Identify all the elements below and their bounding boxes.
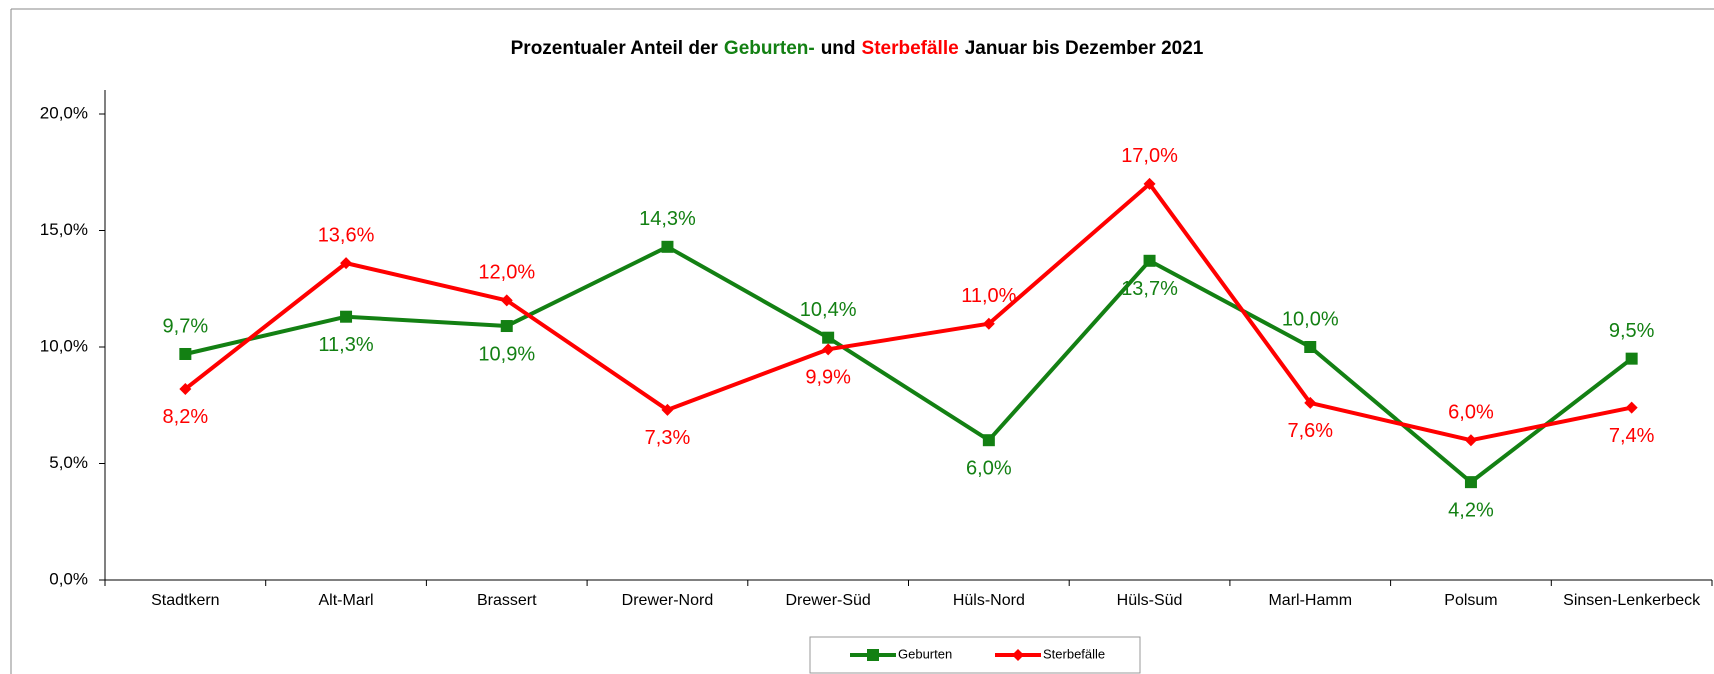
data-label: 10,4% <box>800 299 857 321</box>
data-point <box>500 320 513 333</box>
data-label: 6,0% <box>1448 401 1494 423</box>
title-part: und <box>821 38 856 59</box>
y-tick-label: 5,0% <box>49 453 88 472</box>
x-tick-label: Sinsen-Lenkerbeck <box>1563 592 1701 609</box>
data-label: 12,0% <box>478 262 535 284</box>
data-point <box>179 382 192 395</box>
data-point <box>340 257 353 270</box>
title-part: Prozentualer Anteil der <box>511 38 719 59</box>
data-label: 17,0% <box>1121 145 1178 167</box>
data-label: 7,4% <box>1609 425 1655 447</box>
data-point <box>1464 434 1477 447</box>
data-label: 4,2% <box>1448 499 1494 521</box>
data-point <box>822 343 835 356</box>
data-point <box>661 403 674 416</box>
data-label: 7,3% <box>645 427 691 449</box>
legend-marker <box>1012 649 1024 661</box>
data-point <box>982 434 995 447</box>
data-point <box>1625 352 1638 365</box>
data-point <box>1143 254 1156 267</box>
data-label: 9,9% <box>805 367 851 389</box>
data-label: 14,3% <box>639 208 696 230</box>
legend-label: Sterbefälle <box>1043 646 1105 661</box>
x-tick-label: Drewer-Nord <box>622 592 714 609</box>
title-part: Geburten- <box>724 38 815 59</box>
data-label: 10,9% <box>478 343 535 365</box>
title-part: Sterbefälle <box>862 38 959 59</box>
data-point <box>500 294 513 307</box>
data-point <box>822 331 835 344</box>
x-tick-label: Marl-Hamm <box>1268 592 1352 609</box>
x-tick-label: Stadtkern <box>151 592 219 609</box>
data-point <box>179 347 192 360</box>
data-point <box>982 317 995 330</box>
data-point <box>661 240 674 253</box>
data-label: 9,7% <box>163 315 209 337</box>
data-label: 9,5% <box>1609 320 1655 342</box>
data-label: 11,3% <box>318 334 373 356</box>
title-part: Januar bis Dezember 2021 <box>965 38 1204 59</box>
data-label: 7,6% <box>1287 420 1333 442</box>
data-label: 10,0% <box>1282 308 1339 330</box>
data-label: 8,2% <box>163 406 209 428</box>
y-tick-label: 15,0% <box>40 220 88 239</box>
y-tick-label: 0,0% <box>49 569 88 588</box>
legend-label: Geburten <box>898 646 952 661</box>
y-tick-label: 20,0% <box>40 103 88 122</box>
data-point <box>1304 341 1317 353</box>
x-tick-label: Drewer-Süd <box>785 592 870 609</box>
data-point <box>1304 396 1317 409</box>
data-point <box>1143 177 1156 190</box>
y-tick-label: 10,0% <box>40 336 88 355</box>
chart-title: Prozentualer Anteil der Geburten-und Sterb… <box>511 38 1204 59</box>
x-tick-label: Brassert <box>477 592 537 609</box>
series-line <box>184 181 1633 443</box>
data-label: 11,0% <box>961 285 1016 307</box>
data-point <box>1625 401 1638 414</box>
x-tick-label: Polsum <box>1444 592 1497 609</box>
x-tick-label: Hüls-Süd <box>1117 592 1183 609</box>
data-label: 6,0% <box>966 457 1012 479</box>
data-point <box>340 310 353 323</box>
data-label: 13,7% <box>1121 278 1178 300</box>
data-point <box>1464 476 1477 489</box>
legend-marker <box>867 649 879 661</box>
data-label: 13,6% <box>318 224 375 246</box>
x-tick-label: Alt-Marl <box>318 592 373 609</box>
series-line <box>184 244 1633 485</box>
x-tick-label: Hüls-Nord <box>953 592 1025 609</box>
